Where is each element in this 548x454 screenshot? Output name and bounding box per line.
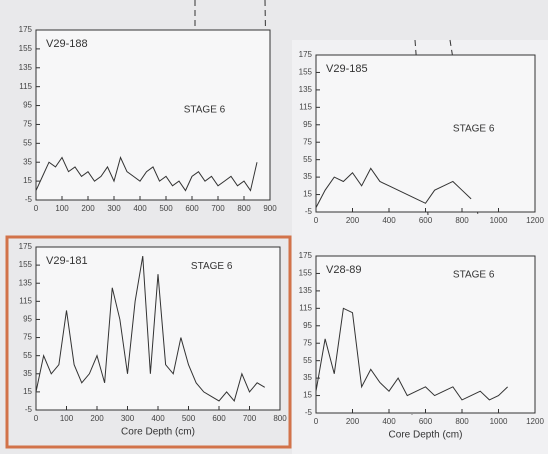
x-tick-label: 700 [243,414,257,423]
x-tick-label: 400 [382,417,396,426]
x-tick-label: 400 [133,204,147,213]
y-tick-label: 75 [303,137,312,146]
x-tick-label: 800 [455,417,469,426]
y-tick-label: 15 [303,391,312,400]
annotation: STAGE 6 [453,123,495,134]
x-tick-label: 0 [34,204,39,213]
x-tick-label: 200 [90,414,104,423]
data-line [315,307,508,401]
x-tick-label: 0 [34,414,39,423]
y-tick-label: 135 [299,286,313,295]
highlight-frame [5,235,292,449]
x-tick-label: 300 [121,414,135,423]
y-tick-label: 175 [19,25,33,34]
y-tick-label: 155 [19,260,33,269]
annotation: STAGE 6 [453,269,495,280]
y-tick-label: 55 [23,138,32,147]
x-tick-label: 500 [159,204,173,213]
y-tick-label: 175 [299,50,313,59]
x-tick-label: 1200 [526,216,544,225]
plot-area [35,246,281,411]
y-tick-label: 55 [303,155,312,164]
y-tick-label: 115 [299,102,312,111]
y-tick-label: 155 [299,269,313,278]
x-tick-label: 300 [107,204,121,213]
y-tick-label: 75 [23,120,32,129]
y-tick-label: -5 [305,207,313,216]
x-tick-label: 400 [382,216,396,225]
x-tick-label: 100 [60,414,74,423]
y-tick-label: 95 [303,120,312,129]
x-tick-label: 900 [263,204,277,213]
panel-title: V29-188 [46,38,88,50]
y-tick-label: 175 [19,242,33,251]
panel-title: V29-185 [326,63,368,75]
x-tick-label: 1000 [490,417,508,426]
x-tick-label: 500 [182,414,196,423]
y-tick-label: -5 [25,405,33,414]
x-tick-label: 200 [346,417,360,426]
y-tick-label: 15 [303,190,312,199]
panel-title: V28-89 [326,264,361,276]
y-tick-label: 135 [299,85,313,94]
x-tick-label: 800 [237,204,251,213]
panel-title: V29-181 [46,255,88,267]
y-tick-label: 135 [19,63,33,72]
x-tick-label: 100 [55,204,69,213]
annotation: STAGE 6 [184,105,226,116]
y-tick-label: 155 [299,68,313,77]
x-tick-label: 600 [419,216,433,225]
y-tick-label: 175 [299,251,313,260]
y-tick-label: 35 [303,373,312,382]
plot-area [315,255,536,414]
plot-area [35,29,271,201]
y-tick-label: 35 [303,172,312,181]
x-tick-label: 0 [314,216,319,225]
y-tick-label: 95 [303,321,312,330]
x-tick-label: 400 [151,414,165,423]
y-tick-label: 115 [19,296,32,305]
y-tick-label: 15 [23,176,32,185]
y-tick-label: 35 [23,369,32,378]
x-tick-label: 700 [211,204,225,213]
y-tick-label: 135 [19,278,33,287]
y-tick-label: 95 [23,101,32,110]
y-tick-label: 35 [23,157,32,166]
y-tick-label: 115 [19,82,32,91]
annotation: STAGE 6 [191,261,233,272]
x-tick-label: 200 [81,204,95,213]
data-line [35,255,266,402]
y-tick-label: 75 [23,333,32,342]
y-tick-label: 95 [23,315,32,324]
x-tick-label: 1200 [526,417,544,426]
data-line [315,167,472,208]
x-tick-label: 800 [273,414,287,423]
x-tick-label: 200 [346,216,360,225]
y-tick-label: 115 [299,303,312,312]
y-tick-label: -5 [25,195,33,204]
x-tick-label: 1000 [490,216,508,225]
x-tick-label: 600 [212,414,226,423]
x-axis-label: Core Depth (cm) [121,427,195,438]
y-tick-label: 75 [303,338,312,347]
x-tick-label: 600 [185,204,199,213]
y-tick-label: 55 [23,351,32,360]
x-tick-label: 0 [314,417,319,426]
y-tick-label: 15 [23,387,32,396]
data-line [35,156,258,192]
x-tick-label: 600 [419,417,433,426]
y-tick-label: 155 [19,44,33,53]
y-tick-label: -5 [305,408,313,417]
plot-area [315,54,536,213]
y-tick-label: 55 [303,356,312,365]
x-axis-label: Core Depth (cm) [389,430,463,441]
x-tick-label: 800 [455,216,469,225]
